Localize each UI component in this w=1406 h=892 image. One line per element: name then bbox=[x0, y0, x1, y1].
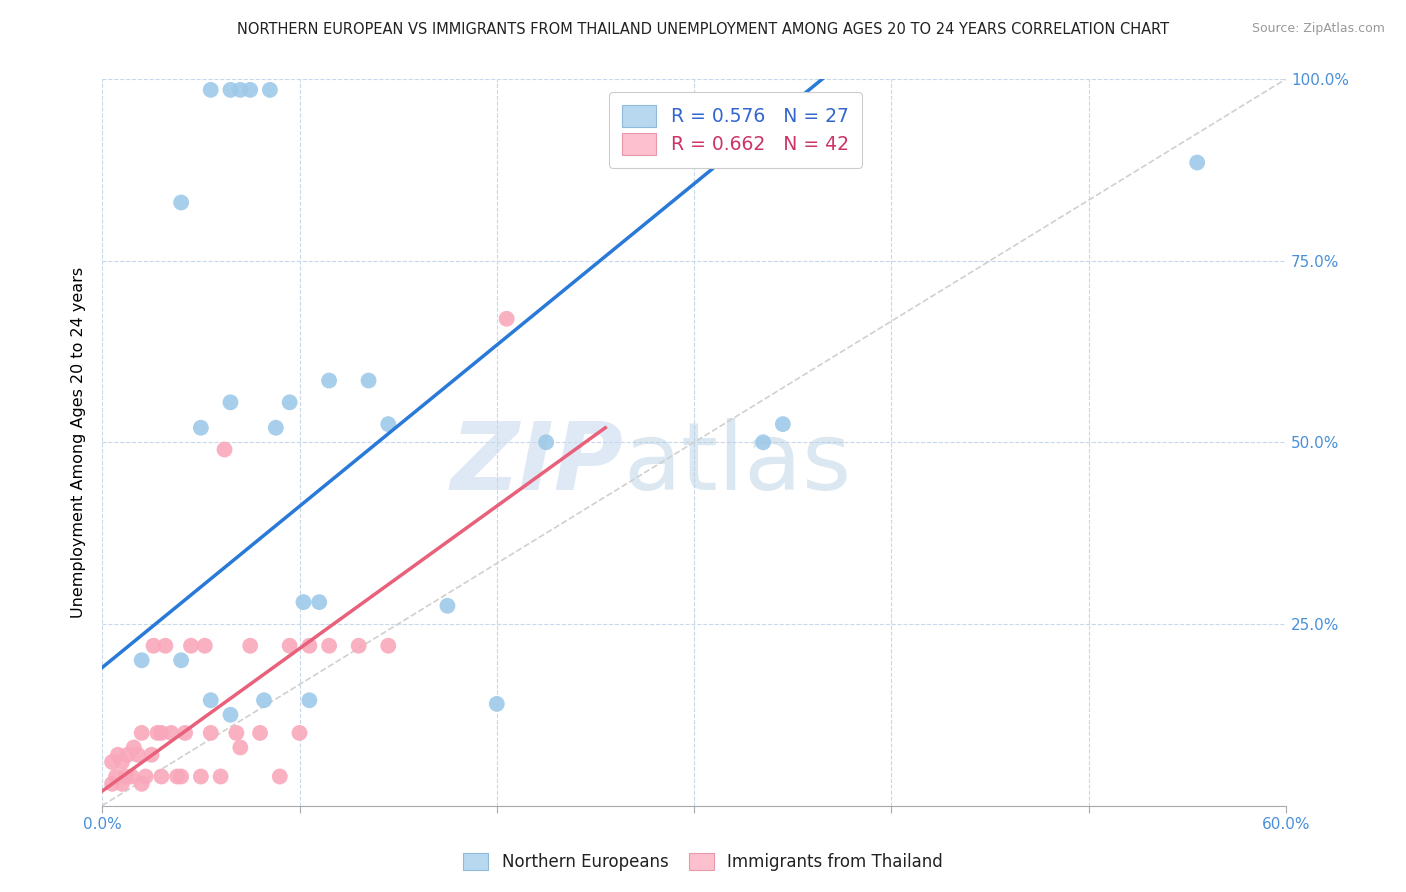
Point bbox=[318, 374, 340, 388]
Point bbox=[150, 726, 173, 740]
Point bbox=[121, 770, 143, 784]
Point bbox=[117, 747, 139, 762]
Point bbox=[298, 693, 321, 707]
Point bbox=[141, 747, 163, 762]
Point bbox=[105, 770, 128, 784]
Text: atlas: atlas bbox=[623, 418, 851, 510]
Point bbox=[101, 755, 124, 769]
Point bbox=[214, 442, 236, 457]
Legend: R = 0.576   N = 27, R = 0.662   N = 42: R = 0.576 N = 27, R = 0.662 N = 42 bbox=[609, 92, 862, 168]
Point bbox=[495, 311, 517, 326]
Point bbox=[166, 770, 188, 784]
Point bbox=[253, 693, 276, 707]
Point bbox=[111, 755, 134, 769]
Point bbox=[190, 770, 212, 784]
Point bbox=[225, 726, 247, 740]
Point bbox=[772, 417, 794, 431]
Point bbox=[111, 777, 134, 791]
Point bbox=[170, 653, 193, 667]
Point bbox=[194, 639, 217, 653]
Point bbox=[357, 374, 380, 388]
Point bbox=[174, 726, 197, 740]
Point bbox=[436, 599, 458, 613]
Text: ZIP: ZIP bbox=[450, 418, 623, 510]
Point bbox=[190, 421, 212, 435]
Point bbox=[298, 639, 321, 653]
Y-axis label: Unemployment Among Ages 20 to 24 years: Unemployment Among Ages 20 to 24 years bbox=[72, 267, 86, 618]
Point bbox=[347, 639, 370, 653]
Point bbox=[278, 639, 301, 653]
Point bbox=[131, 653, 153, 667]
Point bbox=[146, 726, 169, 740]
Point bbox=[200, 693, 222, 707]
Point bbox=[229, 83, 252, 97]
Point bbox=[200, 83, 222, 97]
Point bbox=[1185, 155, 1208, 169]
Point bbox=[122, 740, 145, 755]
Point bbox=[318, 639, 340, 653]
Point bbox=[160, 726, 183, 740]
Point bbox=[180, 639, 202, 653]
Point bbox=[101, 777, 124, 791]
Point bbox=[229, 740, 252, 755]
Text: Source: ZipAtlas.com: Source: ZipAtlas.com bbox=[1251, 22, 1385, 36]
Point bbox=[150, 770, 173, 784]
Point bbox=[752, 435, 775, 450]
Legend: Northern Europeans, Immigrants from Thailand: Northern Europeans, Immigrants from Thai… bbox=[456, 845, 950, 880]
Point bbox=[308, 595, 330, 609]
Point bbox=[135, 770, 157, 784]
Point bbox=[170, 770, 193, 784]
Point bbox=[131, 777, 153, 791]
Point bbox=[534, 435, 557, 450]
Point bbox=[269, 770, 291, 784]
Point bbox=[278, 395, 301, 409]
Point bbox=[107, 747, 129, 762]
Point bbox=[239, 639, 262, 653]
Point bbox=[259, 83, 281, 97]
Point bbox=[485, 697, 508, 711]
Point bbox=[219, 707, 242, 722]
Point bbox=[249, 726, 271, 740]
Point bbox=[200, 726, 222, 740]
Point bbox=[264, 421, 287, 435]
Point bbox=[131, 726, 153, 740]
Point bbox=[292, 595, 315, 609]
Point bbox=[209, 770, 232, 784]
Point bbox=[115, 770, 138, 784]
Point bbox=[377, 639, 399, 653]
Point bbox=[155, 639, 177, 653]
Point bbox=[170, 195, 193, 210]
Text: NORTHERN EUROPEAN VS IMMIGRANTS FROM THAILAND UNEMPLOYMENT AMONG AGES 20 TO 24 Y: NORTHERN EUROPEAN VS IMMIGRANTS FROM THA… bbox=[238, 22, 1168, 37]
Point bbox=[377, 417, 399, 431]
Point bbox=[142, 639, 165, 653]
Point bbox=[288, 726, 311, 740]
Point bbox=[219, 395, 242, 409]
Point bbox=[239, 83, 262, 97]
Point bbox=[127, 747, 149, 762]
Point bbox=[219, 83, 242, 97]
